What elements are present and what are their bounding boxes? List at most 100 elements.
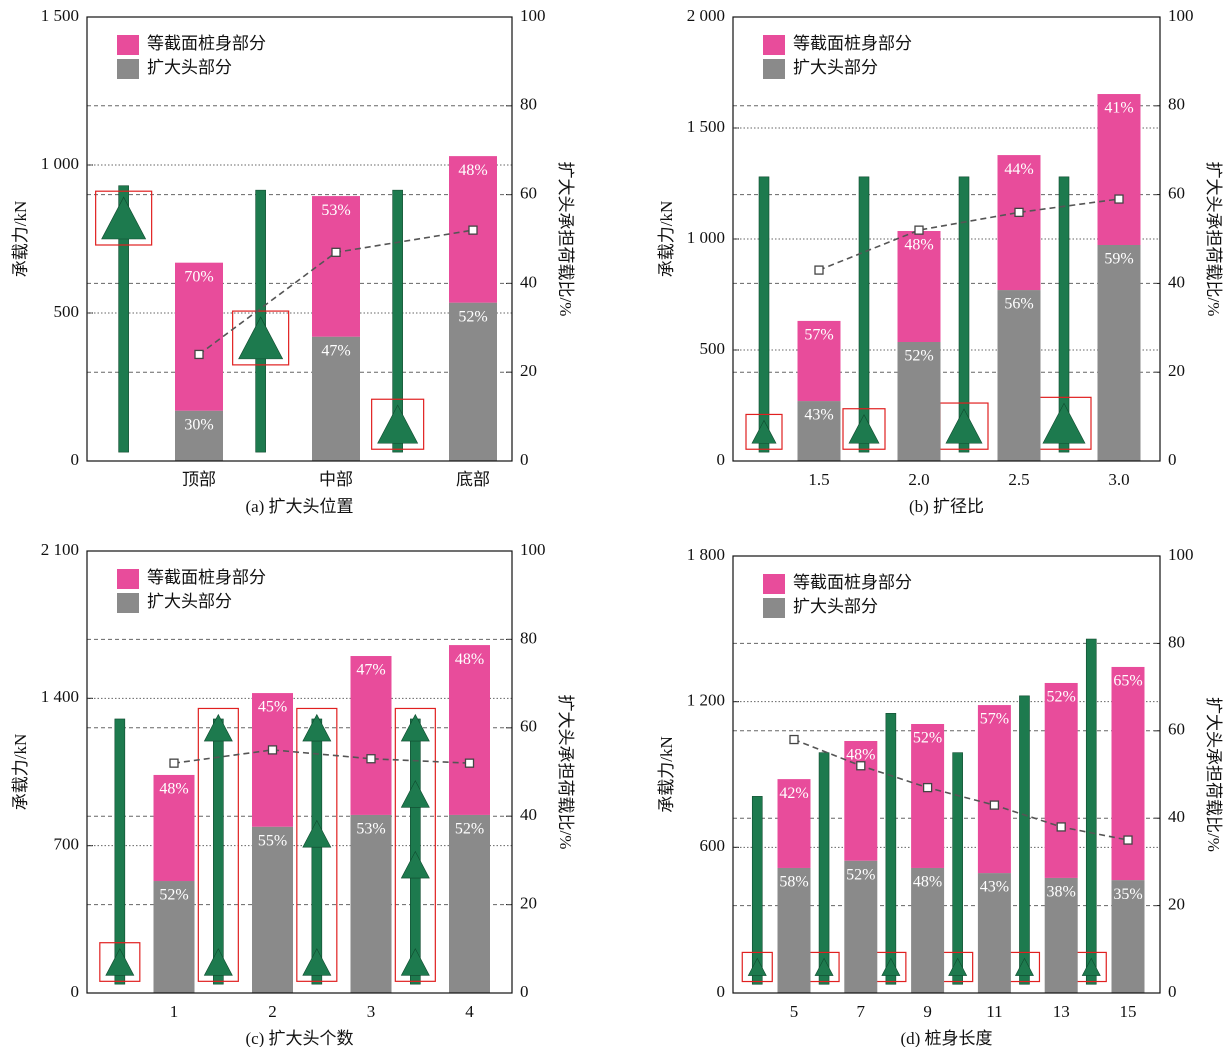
y2-tick-label: 0	[520, 982, 529, 1001]
ratio-marker	[194, 349, 204, 360]
y2-tick-label: 60	[1168, 184, 1185, 203]
head-box	[741, 951, 773, 983]
y-tick-label: 1 000	[687, 228, 725, 247]
share-label: 57%	[980, 711, 1009, 728]
pile-head	[945, 408, 983, 444]
bar-segment	[844, 740, 878, 861]
caption: (b) 扩径比	[909, 497, 984, 516]
y2-axis-label: 扩大头承担荷载比/%	[556, 162, 575, 317]
pile-shaft	[818, 752, 830, 985]
share-label: 44%	[1004, 161, 1033, 178]
y-tick-label: 0	[71, 450, 80, 469]
ratio-line	[818, 198, 1120, 271]
y-axis-label: 承载力/kN	[11, 734, 30, 811]
pile-head	[400, 713, 430, 742]
share-label: 48%	[913, 874, 942, 891]
pile-head	[881, 957, 901, 976]
ratio-marker	[464, 758, 475, 768]
y-tick-label: 2 000	[687, 6, 725, 25]
y2-tick-label: 80	[1168, 95, 1185, 114]
pile-head	[400, 780, 430, 808]
caption: (d) 桩身长度	[900, 1029, 992, 1047]
y2-tick-label: 100	[1168, 545, 1194, 564]
x-tick-label: 13	[1053, 1002, 1070, 1021]
share-label: 55%	[258, 832, 287, 849]
pile-shaft	[118, 185, 129, 453]
head-box	[95, 190, 153, 246]
bar-segment	[449, 645, 490, 815]
x-tick-label: 9	[923, 1002, 932, 1021]
bar-segment	[175, 410, 223, 461]
bar-segment	[977, 705, 1011, 874]
y2-tick-label: 80	[520, 95, 537, 114]
head-box	[371, 398, 425, 450]
bar-segment	[153, 881, 195, 993]
y2-tick-label: 40	[1168, 807, 1185, 826]
y2-tick-label: 100	[1168, 6, 1194, 25]
share-label: 48%	[846, 747, 875, 764]
panel: 0 700 1 400 2 100 0 20 40 60 80 100 1 52% 48% 2 55% 45%…	[11, 540, 575, 1047]
bar-segment	[449, 302, 497, 461]
y-tick-label: 500	[700, 339, 726, 358]
pile-head	[400, 850, 430, 879]
legend-swatch	[763, 59, 785, 79]
x-tick-label: 中部	[319, 470, 353, 489]
y-tick-label: 2 100	[41, 540, 79, 559]
pile-head	[101, 196, 147, 240]
share-label: 53%	[356, 821, 385, 838]
pile-head	[400, 948, 430, 976]
y2-tick-label: 60	[520, 717, 537, 736]
bar-segment	[777, 779, 811, 868]
legend-label: 扩大头部分	[793, 58, 878, 77]
pile-shaft	[213, 718, 224, 985]
bar-segment	[252, 826, 293, 993]
caption: (c) 扩大头个数	[245, 1029, 353, 1047]
x-tick-label: 2	[268, 1002, 277, 1021]
y2-tick-label: 40	[1168, 272, 1185, 291]
pile-head	[302, 713, 332, 742]
share-label: 43%	[804, 407, 833, 424]
caption: (a) 扩大头位置	[245, 497, 353, 516]
bar-segment	[844, 860, 878, 993]
legend-swatch	[117, 59, 139, 79]
y-tick-label: 1 200	[687, 691, 725, 710]
legend-label: 等截面桩身部分	[147, 568, 266, 587]
share-label: 56%	[1004, 296, 1033, 313]
legend-swatch	[117, 569, 139, 589]
bar-segment	[997, 155, 1041, 291]
head-box	[394, 707, 436, 982]
y-tick-label: 1 000	[41, 154, 79, 173]
pile-shaft	[751, 796, 763, 985]
y-tick-label: 1 500	[41, 6, 79, 25]
bar-segment	[897, 342, 941, 461]
share-label: 48%	[455, 651, 484, 668]
pile-shaft	[1019, 695, 1030, 985]
head-box	[197, 707, 239, 982]
share-label: 52%	[1047, 689, 1076, 706]
ratio-marker	[1114, 194, 1124, 204]
pile-head	[848, 414, 880, 444]
pile-shaft	[958, 176, 970, 453]
share-label: 45%	[258, 699, 287, 716]
head-box	[232, 310, 290, 366]
pile-shaft	[114, 718, 126, 985]
share-label: 48%	[904, 237, 933, 254]
y-axis-label: 承载力/kN	[11, 201, 30, 278]
share-label: 52%	[159, 887, 188, 904]
legend-label: 等截面桩身部分	[793, 34, 912, 53]
y2-axis-label: 扩大头承担荷载比/%	[556, 695, 575, 850]
pile-head	[238, 316, 284, 360]
share-label: 35%	[1113, 886, 1142, 903]
y-tick-label: 0	[71, 982, 80, 1001]
share-label: 52%	[913, 730, 942, 747]
ratio-marker	[1123, 835, 1133, 845]
bar-segment	[977, 873, 1011, 993]
y-tick-label: 600	[700, 836, 726, 855]
y2-tick-label: 20	[1168, 361, 1185, 380]
plot-frame	[732, 16, 1161, 462]
y-tick-label: 0	[717, 982, 726, 1001]
pile-shaft	[885, 713, 897, 985]
bar-segment	[350, 814, 392, 993]
share-label: 43%	[980, 879, 1009, 896]
x-tick-label: 5	[790, 1002, 799, 1021]
